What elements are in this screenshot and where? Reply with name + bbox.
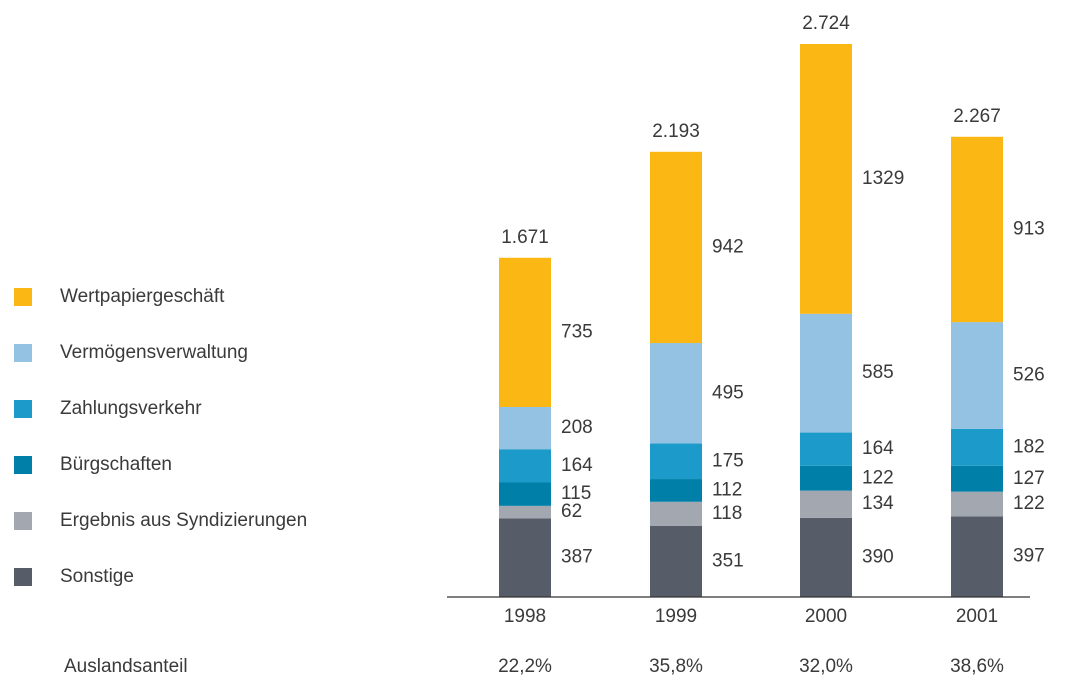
foreign-share-value: 32,0% bbox=[799, 656, 853, 677]
bar-segment bbox=[800, 517, 852, 597]
x-tick-label: 2001 bbox=[956, 606, 998, 627]
data-label: 112 bbox=[712, 479, 742, 500]
bar-segment bbox=[951, 322, 1003, 429]
legend-swatch bbox=[14, 400, 32, 418]
legend-swatch bbox=[14, 344, 32, 362]
bar-segment bbox=[951, 491, 1003, 517]
x-tick-label: 1998 bbox=[504, 606, 546, 627]
legend-swatch bbox=[14, 568, 32, 586]
data-label: 495 bbox=[712, 382, 744, 403]
data-label: 62 bbox=[561, 501, 582, 522]
data-label: 122 bbox=[1013, 493, 1045, 514]
total-label: 2.193 bbox=[652, 121, 700, 142]
legend-swatch bbox=[14, 512, 32, 530]
total-label: 1.671 bbox=[501, 227, 549, 248]
legend-label: Vermögensverwaltung bbox=[60, 342, 248, 363]
data-label: 526 bbox=[1013, 365, 1045, 386]
total-label: 2.724 bbox=[802, 13, 850, 34]
bar-segment bbox=[951, 516, 1003, 597]
bar-segment bbox=[800, 490, 852, 518]
bar-segment bbox=[800, 432, 852, 466]
bar-segment bbox=[800, 44, 852, 314]
data-label: 115 bbox=[561, 483, 591, 504]
data-label: 1329 bbox=[862, 168, 904, 189]
bar-segment bbox=[499, 505, 551, 519]
legend-label: Bürgschaften bbox=[60, 454, 172, 475]
bar-segment bbox=[499, 482, 551, 506]
bar-segment bbox=[650, 151, 702, 344]
foreign-share-value: 38,6% bbox=[950, 656, 1004, 677]
bar-segment bbox=[499, 406, 551, 450]
data-label: 134 bbox=[862, 493, 894, 514]
data-label: 387 bbox=[561, 547, 593, 568]
data-label: 942 bbox=[712, 236, 744, 257]
bar-segment bbox=[499, 518, 551, 597]
data-label: 351 bbox=[712, 550, 744, 571]
data-label: 118 bbox=[712, 503, 742, 524]
bar-segment bbox=[650, 525, 702, 597]
legend-label: Wertpapiergeschäft bbox=[60, 286, 225, 307]
legend-label: Sonstige bbox=[60, 566, 134, 587]
data-label: 127 bbox=[1013, 468, 1045, 489]
data-label: 735 bbox=[561, 321, 593, 342]
legend-label: Zahlungsverkehr bbox=[60, 398, 202, 419]
bar-segment bbox=[951, 465, 1003, 492]
bar-segment bbox=[951, 136, 1003, 323]
data-label: 182 bbox=[1013, 436, 1045, 457]
data-label: 164 bbox=[561, 455, 593, 476]
bar-segment bbox=[650, 479, 702, 502]
bar-segment bbox=[800, 313, 852, 433]
bar-segment bbox=[650, 501, 702, 526]
data-label: 397 bbox=[1013, 546, 1045, 567]
foreign-share-value: 22,2% bbox=[498, 656, 552, 677]
legend-swatch bbox=[14, 288, 32, 306]
data-label: 164 bbox=[862, 438, 894, 459]
bar-segment bbox=[800, 465, 852, 491]
legend-swatch bbox=[14, 456, 32, 474]
bar-segment bbox=[499, 257, 551, 407]
foreign-share-value: 35,8% bbox=[649, 656, 703, 677]
x-tick-label: 1999 bbox=[655, 606, 697, 627]
data-label: 208 bbox=[561, 417, 593, 438]
bar-segment bbox=[951, 428, 1003, 466]
data-label: 585 bbox=[862, 362, 894, 383]
total-label: 2.267 bbox=[953, 106, 1001, 127]
legend-label: Ergebnis aus Syndizierungen bbox=[60, 510, 307, 531]
bar-segment bbox=[650, 343, 702, 444]
data-label: 122 bbox=[862, 467, 894, 488]
bar-segment bbox=[650, 443, 702, 480]
foreign-share-label: Auslandsanteil bbox=[64, 656, 188, 677]
data-label: 913 bbox=[1013, 218, 1045, 239]
x-tick-label: 2000 bbox=[805, 606, 847, 627]
data-label: 390 bbox=[862, 546, 894, 567]
bar-segment bbox=[499, 449, 551, 483]
data-label: 175 bbox=[712, 450, 744, 471]
